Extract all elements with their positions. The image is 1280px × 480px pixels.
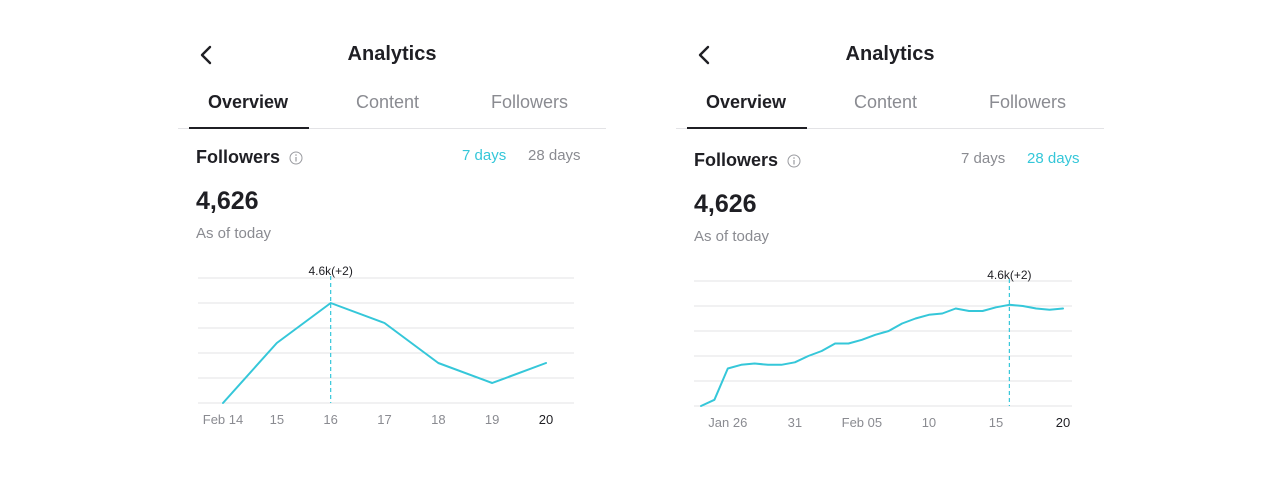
tab-followers[interactable]: Followers <box>491 92 569 112</box>
info-icon[interactable] <box>289 151 303 165</box>
x-tick-label: 15 <box>270 412 284 427</box>
range-28-days[interactable]: 28 days <box>528 147 581 164</box>
x-tick-label: 18 <box>431 412 445 427</box>
x-tick-label: 17 <box>377 412 391 427</box>
x-tick-label: 19 <box>485 412 499 427</box>
tab-overview[interactable]: Overview <box>706 92 787 112</box>
x-tick-label: 20 <box>539 412 553 427</box>
x-tick-label: 31 <box>788 415 802 430</box>
tab-overview[interactable]: Overview <box>208 92 289 112</box>
section-title: Followers <box>694 150 779 170</box>
highlight-value-label: 4.6k(+2) <box>987 268 1031 282</box>
info-icon[interactable] <box>787 154 801 168</box>
page-title: Analytics <box>347 43 437 65</box>
x-tick-label: 15 <box>989 415 1003 430</box>
as-of-caption: As of today <box>196 225 272 242</box>
range-7-days[interactable]: 7 days <box>961 150 1006 167</box>
tab-followers[interactable]: Followers <box>989 92 1067 112</box>
x-tick-label: 10 <box>922 415 936 430</box>
range-7-days[interactable]: 7 days <box>462 147 507 164</box>
x-tick-label: 20 <box>1056 415 1070 430</box>
tab-bar: Overview Content Followers <box>676 84 1104 129</box>
active-tab-indicator <box>189 127 309 129</box>
page-title: Analytics <box>845 43 935 65</box>
range-28-days[interactable]: 28 days <box>1027 150 1080 167</box>
x-tick-label: Feb 05 <box>842 415 882 430</box>
follower-count: 4,626 <box>196 187 259 215</box>
tab-bar: Overview Content Followers <box>178 84 606 129</box>
analytics-panel-7-days: Analytics Overview Content Followers Fol… <box>178 0 606 480</box>
x-tick-label: Feb 14 <box>203 412 243 427</box>
active-tab-indicator <box>687 127 807 129</box>
section-title: Followers <box>196 147 281 167</box>
analytics-panel-28-days: Analytics Overview Content Followers Fol… <box>676 0 1104 480</box>
followers-line-chart: 4.6k(+2) Feb 14 15 16 17 18 19 20 <box>198 264 574 427</box>
x-tick-label: Jan 26 <box>708 415 747 430</box>
followers-line-chart: 4.6k(+2) Jan 26 31 Feb 05 10 15 20 <box>694 268 1072 430</box>
tab-content[interactable]: Content <box>854 92 918 112</box>
follower-count: 4,626 <box>694 190 757 218</box>
chevron-left-icon[interactable] <box>196 44 218 66</box>
as-of-caption: As of today <box>694 228 770 245</box>
highlight-value-label: 4.6k(+2) <box>308 264 352 278</box>
x-tick-label: 16 <box>323 412 337 427</box>
tab-content[interactable]: Content <box>356 92 420 112</box>
series-line <box>700 303 1064 407</box>
chevron-left-icon[interactable] <box>694 44 716 66</box>
